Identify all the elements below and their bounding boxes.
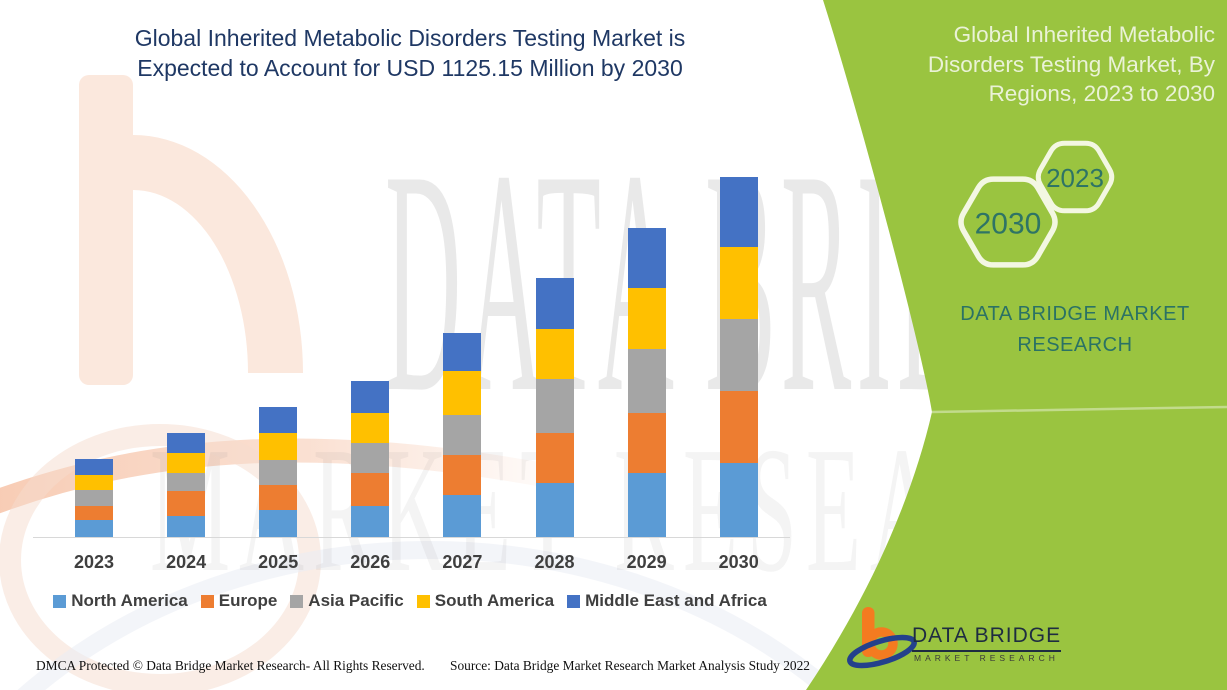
legend-swatch	[53, 594, 67, 608]
x-axis-label-2029: 2029	[626, 552, 667, 572]
bar-segment	[259, 407, 298, 434]
legend-item: North America	[53, 591, 188, 611]
stacked-bar-chart: 2023 2024 2025 2026 2027 2028 2029 2030	[33, 177, 790, 572]
bar-segment	[75, 459, 113, 476]
bar-segment	[443, 371, 482, 416]
bar-segment	[627, 288, 666, 350]
legend-label: North America	[71, 591, 188, 610]
x-axis-label-2025: 2025	[258, 552, 299, 572]
legend-item: Asia Pacific	[290, 591, 404, 611]
bar-segment	[167, 490, 206, 516]
bar-segment	[535, 433, 574, 483]
bar-2026	[351, 381, 390, 537]
bar-segment	[351, 506, 390, 537]
bar-segment	[75, 505, 113, 520]
legend-swatch	[416, 594, 430, 608]
bar-2024	[167, 433, 206, 537]
hexagon-2023	[1035, 140, 1115, 214]
bar-segment	[719, 391, 758, 463]
x-axis-label-2028: 2028	[534, 552, 575, 572]
bar-segment	[351, 381, 390, 414]
side-panel-brand-line1: DATA BRIDGE MARKET	[960, 303, 1190, 325]
bar-segment	[259, 433, 298, 461]
bar-segment	[627, 228, 666, 289]
bar-segment	[535, 379, 574, 433]
legend-label: South America	[434, 591, 555, 610]
logo-subtitle: MARKET RESEARCH	[914, 653, 1059, 663]
legend-item: Middle East and Africa	[567, 591, 767, 611]
bar-segment	[535, 278, 574, 330]
bar-segment	[443, 333, 482, 372]
legend-item: Europe	[200, 591, 278, 611]
bar-segment	[259, 485, 298, 510]
bar-segment	[719, 319, 758, 392]
bar-segment	[351, 413, 390, 444]
data-bridge-logo-icon	[847, 607, 917, 669]
bar-segment	[167, 473, 206, 491]
bar-segment	[75, 489, 113, 506]
x-axis-line	[33, 537, 790, 538]
chart-title: Global Inherited Metabolic Disorders Tes…	[60, 23, 760, 83]
panel-seam-line	[931, 405, 1227, 414]
bar-segment	[719, 177, 758, 248]
dmca-notice: DMCA Protected © Data Bridge Market Rese…	[36, 658, 425, 673]
bar-segment	[535, 329, 574, 380]
x-axis-label-2026: 2026	[350, 552, 391, 572]
bar-segment	[351, 473, 390, 506]
bar-segment	[627, 349, 666, 414]
x-axis-label-2024: 2024	[166, 552, 207, 572]
bar-segment	[535, 483, 574, 537]
legend-swatch	[200, 594, 214, 608]
bar-segment	[443, 455, 482, 495]
bar-segment	[167, 453, 206, 474]
side-panel-brand: DATA BRIDGE MARKET RESEARCH	[935, 299, 1215, 361]
legend-item: South America	[416, 591, 555, 611]
legend-swatch	[290, 594, 304, 608]
bar-2027	[443, 333, 482, 537]
hexagon-2023-label: 2023	[1046, 163, 1104, 193]
x-axis-label-2023: 2023	[73, 552, 115, 572]
bar-segment	[167, 433, 206, 454]
bar-segment	[259, 510, 298, 537]
side-panel-title-line3: Regions, 2023 to 2030	[988, 81, 1215, 106]
chart-legend: North America Europe Asia Pacific South Ame…	[4, 588, 816, 614]
hexagon-2030	[958, 176, 1058, 268]
x-axis-label-2030: 2030	[718, 552, 759, 572]
side-panel-brand-line2: RESEARCH	[1017, 334, 1133, 356]
side-panel-title: Global Inherited Metabolic Disorders Tes…	[785, 20, 1215, 109]
bar-2023	[75, 459, 113, 537]
data-bridge-logo: DATA BRIDGE MARKET RESEARCH	[845, 600, 1075, 685]
legend-label: Middle East and Africa	[585, 591, 767, 610]
bar-2025	[259, 407, 298, 537]
legend-label: Europe	[218, 591, 278, 610]
source-note: Source: Data Bridge Market Research Mark…	[450, 658, 810, 673]
bar-segment	[443, 494, 482, 537]
bar-segment	[351, 443, 390, 474]
hexagon-2030-label: 2030	[975, 208, 1042, 241]
bar-segment	[627, 413, 666, 474]
legend-label: Asia Pacific	[308, 591, 404, 610]
bar-segment	[719, 247, 758, 320]
bar-segment	[719, 463, 758, 537]
bar-segment	[75, 520, 113, 537]
logo-name: DATA BRIDGE	[912, 624, 1062, 652]
side-panel-title-line1: Global Inherited Metabolic	[953, 22, 1215, 47]
bar-segment	[627, 473, 666, 537]
x-axis-label-2027: 2027	[442, 552, 483, 572]
bar-segment	[167, 516, 206, 537]
bar-segment	[75, 475, 113, 490]
chart-title-line2: Expected to Account for USD 1125.15 Mill…	[137, 55, 683, 81]
side-panel-title-line2: Disorders Testing Market, By	[927, 51, 1215, 77]
bar-2030	[719, 177, 758, 537]
bar-segment	[259, 460, 298, 486]
legend-swatch	[567, 594, 581, 608]
bar-2029	[627, 228, 666, 537]
chart-title-line1: Global Inherited Metabolic Disorders Tes…	[134, 25, 686, 51]
bar-2028	[535, 278, 574, 537]
bar-segment	[443, 415, 482, 455]
